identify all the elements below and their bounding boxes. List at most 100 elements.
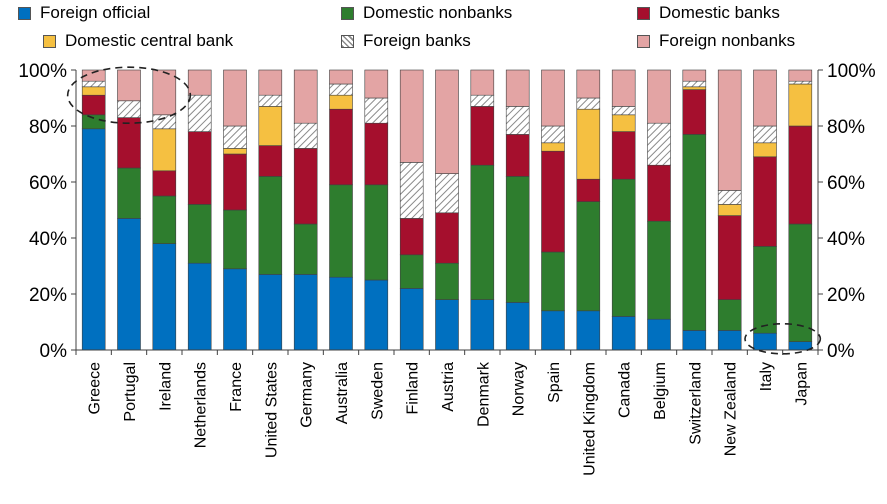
bar-segment-belgium-foreign-nonbanks [647, 69, 671, 124]
bar-segment-japan-domestic-nonbanks [788, 223, 813, 342]
bar-segment-france-domestic-nonbanks [223, 209, 247, 270]
bar-segment-spain-domestic-banks [541, 150, 565, 253]
bar-segment-netherlands-foreign-nonbanks [187, 69, 212, 96]
bar-segment-greece-domestic-central-bank [81, 86, 106, 96]
bar-segment-greece-foreign-nonbanks [81, 69, 106, 82]
bar-segment-germany-foreign-nonbanks [293, 69, 318, 124]
y-tick-label-right: 40% [827, 229, 865, 250]
bar-segment-new-zealand-foreign-official [717, 330, 742, 351]
bar-segment-japan-domestic-central-bank [788, 83, 813, 127]
bar-segment-switzerland-domestic-central-bank [682, 86, 707, 90]
x-tick-label-austria: Austria [440, 362, 457, 412]
bar-segment-portugal-foreign-banks [117, 100, 141, 118]
bar-segment-belgium-foreign-official [647, 318, 671, 351]
bar-segment-greece-foreign-official [81, 128, 106, 351]
bar-segment-united-states-foreign-banks [258, 94, 283, 107]
bar-segment-netherlands-domestic-banks [187, 131, 212, 205]
x-tick-label-netherlands: Netherlands [193, 362, 210, 448]
bar-segment-ireland-domestic-central-bank [152, 128, 177, 172]
bar-segment-united-kingdom-foreign-official [576, 310, 601, 351]
bar-segment-australia-foreign-nonbanks [329, 69, 353, 85]
legend-swatch-foreign-banks [341, 34, 354, 48]
bar-segment-germany-foreign-banks [293, 122, 318, 149]
legend-swatch-foreign-official [18, 6, 31, 20]
bar-segment-portugal-domestic-nonbanks [117, 167, 141, 219]
bar-segment-belgium-foreign-banks [647, 122, 671, 166]
x-tick-label-australia: Australia [334, 362, 351, 424]
bar-segment-australia-domestic-central-bank [329, 94, 353, 110]
bar-segment-finland-foreign-nonbanks [399, 69, 424, 163]
bar-segment-japan-foreign-official [788, 341, 813, 351]
bar-segment-united-kingdom-foreign-banks [576, 97, 601, 110]
y-tick-label-right: 0% [827, 341, 855, 362]
bar-segment-portugal-foreign-nonbanks [117, 69, 141, 102]
bar-segment-united-states-foreign-official [258, 274, 283, 351]
bar-segment-austria-foreign-official [435, 299, 459, 351]
bar-segment-canada-foreign-banks [611, 106, 636, 116]
legend-swatch-domestic-central-bank [43, 34, 56, 48]
legend-item-foreign-banks: Foreign banks [341, 31, 471, 51]
bar-segment-united-kingdom-foreign-nonbanks [576, 69, 601, 99]
bar-segment-united-states-domestic-nonbanks [258, 176, 283, 275]
bar-segment-norway-domestic-nonbanks [505, 176, 530, 303]
bar-segment-norway-foreign-nonbanks [505, 69, 530, 107]
bar-segment-austria-domestic-banks [435, 212, 459, 264]
bar-segment-belgium-domestic-nonbanks [647, 220, 671, 320]
bar-segment-netherlands-foreign-banks [187, 94, 212, 132]
bar-segment-united-kingdom-domestic-nonbanks [576, 201, 601, 312]
x-tick-label-sweden: Sweden [369, 362, 386, 420]
x-tick-label-ireland: Ireland [157, 362, 174, 411]
x-tick-label-new-zealand: New Zealand [723, 362, 740, 456]
y-tick-label-right: 80% [827, 117, 865, 138]
bar-segment-ireland-foreign-nonbanks [152, 69, 177, 116]
bar-segment-greece-domestic-banks [81, 94, 106, 116]
y-tick-label-left: 100% [18, 61, 67, 82]
bar-segment-finland-foreign-official [399, 288, 424, 351]
bar-segment-italy-foreign-banks [753, 125, 777, 144]
highlight-ellipse-greece-portugal-ireland [66, 66, 192, 124]
legend-label: Domestic central bank [65, 31, 234, 50]
legend-label: Foreign official [40, 3, 151, 22]
highlight-ellipse-italy-japan [744, 322, 822, 355]
bar-segment-australia-foreign-banks [329, 83, 353, 96]
bar-segment-australia-foreign-official [329, 276, 353, 351]
x-tick-label-portugal: Portugal [122, 362, 139, 422]
y-tick-label-left: 20% [29, 285, 67, 306]
bar-segment-canada-foreign-official [611, 316, 636, 351]
bar-segment-spain-domestic-nonbanks [541, 251, 565, 312]
bar-segment-spain-foreign-official [541, 310, 565, 351]
x-tick-label-canada: Canada [617, 362, 634, 418]
bar-segment-canada-foreign-nonbanks [611, 69, 636, 107]
bar-segment-japan-domestic-banks [788, 125, 813, 225]
bar-segment-norway-domestic-banks [505, 134, 530, 177]
x-tick-label-italy: Italy [758, 362, 775, 391]
bar-segment-switzerland-foreign-banks [682, 80, 707, 88]
y-tick-label-right: 20% [827, 285, 865, 306]
bar-segment-sweden-foreign-nonbanks [364, 69, 389, 99]
bar-segment-japan-foreign-banks [788, 80, 813, 85]
y-tick-label-left: 80% [29, 117, 67, 138]
x-tick-label-denmark: Denmark [475, 361, 492, 427]
bar-segment-portugal-domestic-banks [117, 117, 141, 169]
bar-segment-united-states-domestic-banks [258, 145, 283, 177]
x-tick-label-france: France [228, 362, 245, 412]
bar-segment-switzerland-foreign-nonbanks [682, 69, 707, 82]
bar-segment-denmark-foreign-official [470, 299, 495, 351]
bar-segment-greece-domestic-nonbanks [81, 114, 106, 130]
bar-segment-canada-domestic-banks [611, 131, 636, 180]
y-tick-label-left: 40% [29, 229, 67, 250]
x-tick-label-united-kingdom: United Kingdom [581, 362, 598, 476]
bar-segment-denmark-domestic-banks [470, 106, 495, 166]
bar-segment-sweden-foreign-official [364, 279, 389, 351]
bar-segment-australia-domestic-nonbanks [329, 184, 353, 278]
y-tick-label-right: 60% [827, 173, 865, 194]
legend-item-domestic-banks: Domestic banks [637, 3, 780, 23]
bar-segment-new-zealand-foreign-nonbanks [717, 69, 742, 191]
bar-segment-italy-domestic-banks [753, 156, 777, 247]
x-tick-label-belgium: Belgium [652, 362, 669, 420]
bar-segment-germany-domestic-nonbanks [293, 223, 318, 275]
y-tick-label-right: 100% [827, 61, 876, 82]
bar-segment-spain-domestic-central-bank [541, 142, 565, 152]
legend-swatch-foreign-nonbanks [637, 34, 650, 48]
